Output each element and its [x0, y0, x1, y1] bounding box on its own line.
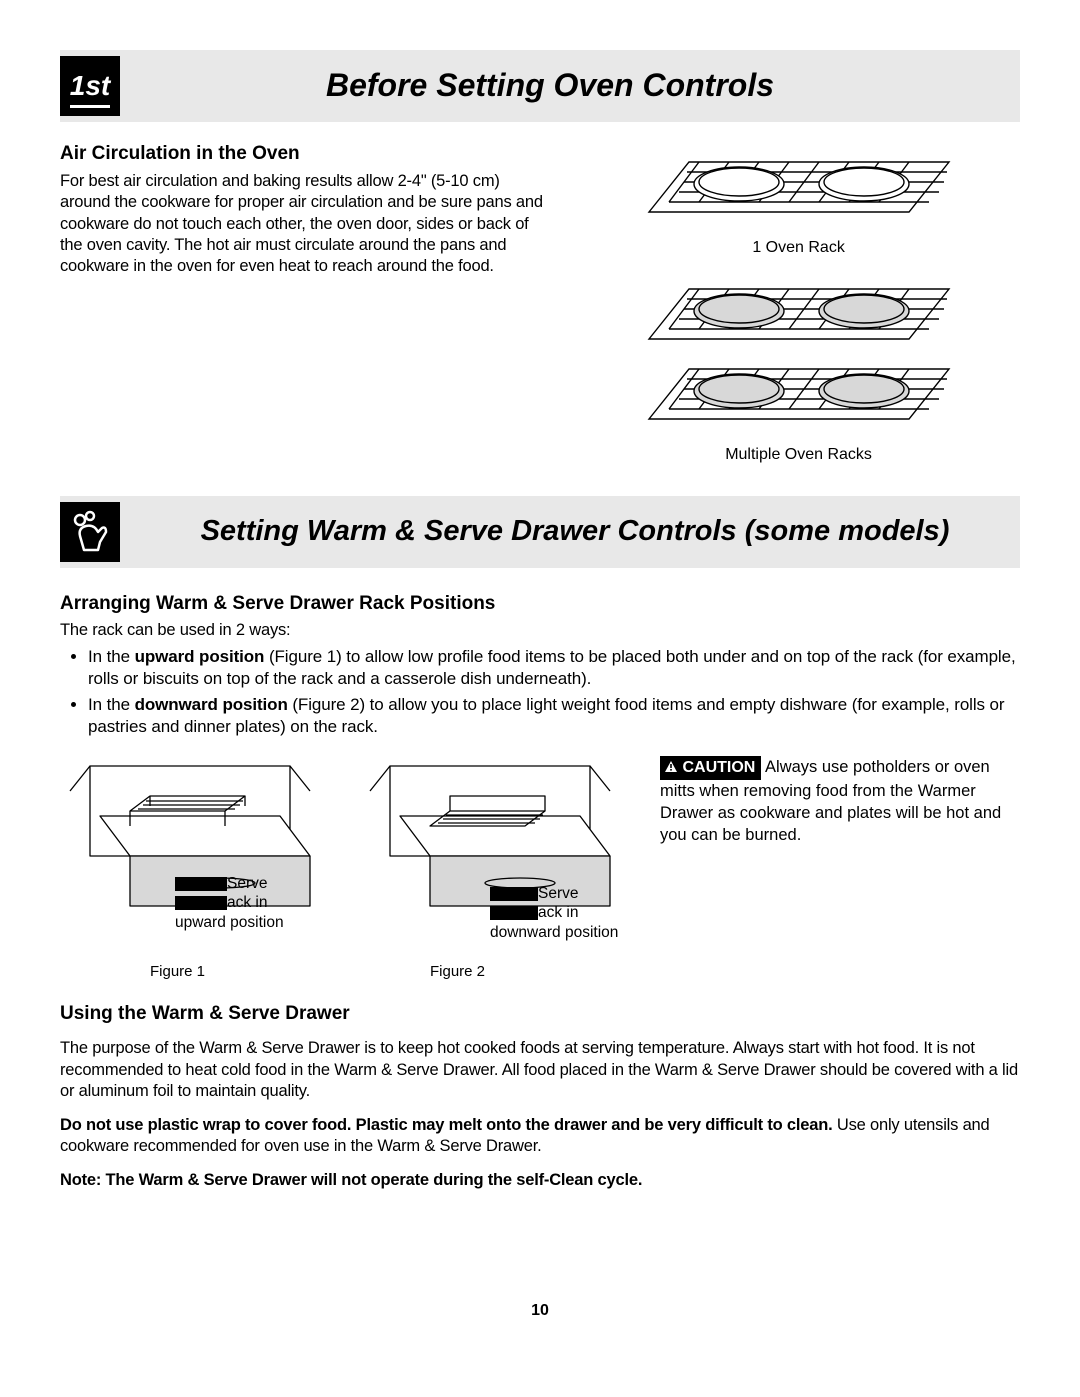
air-circ-heading: Air Circulation in the Oven — [60, 142, 547, 167]
bullet-upward: In the upward position (Figure 1) to all… — [88, 646, 1020, 690]
fig1-caption: Figure 1 — [60, 962, 340, 982]
caution-label: CAUTION — [682, 759, 755, 776]
drawer-figures-row: Serve ack in upward position Figure 1 — [60, 756, 1020, 982]
fig1-l2: ack in — [227, 894, 268, 911]
b1-bold: upward position — [135, 647, 265, 666]
air-circ-text-col: Air Circulation in the Oven For best air… — [60, 142, 547, 476]
multi-rack-caption: Multiple Oven Racks — [577, 445, 1020, 466]
fig2-blackout-2 — [490, 906, 538, 920]
using-section: Using the Warm & Serve Drawer The purpos… — [60, 1002, 1020, 1191]
multiple-oven-racks-figure — [639, 269, 959, 439]
air-circ-body: For best air circulation and baking resu… — [60, 171, 547, 278]
oven-mitt-icon — [60, 502, 120, 562]
using-p1: The purpose of the Warm & Serve Drawer i… — [60, 1038, 1020, 1102]
mitt-icon-svg — [66, 508, 114, 556]
drawer-figure-2: Serve ack in downward position Figure 2 — [360, 756, 640, 982]
first-icon: 1st — [60, 56, 120, 116]
air-circ-figure-col: 1 Oven Rack — [577, 142, 1020, 476]
arranging-heading: Arranging Warm & Serve Drawer Rack Posit… — [60, 592, 1020, 617]
arranging-section: Arranging Warm & Serve Drawer Rack Posit… — [60, 592, 1020, 739]
arranging-bullets: In the upward position (Figure 1) to all… — [60, 646, 1020, 738]
b2-bold: downward position — [135, 695, 288, 714]
caution-paragraph: CAUTION Always use potholders or oven mi… — [660, 756, 1020, 846]
using-note-bold: Note: The Warm & Serve Drawer will not o… — [60, 1171, 642, 1189]
banner2-title: Setting Warm & Serve Drawer Controls (so… — [140, 513, 1020, 551]
banner-before-setting: 1st Before Setting Oven Controls — [60, 50, 1020, 122]
banner1-title: Before Setting Oven Controls — [140, 65, 1020, 107]
caution-column: CAUTION Always use potholders or oven mi… — [660, 756, 1020, 982]
fig2-l2: ack in — [538, 904, 579, 921]
using-p2-bold: Do not use plastic wrap to cover food. P… — [60, 1116, 832, 1134]
fig2-l3: downward position — [490, 924, 618, 941]
fig1-l3: upward position — [175, 914, 284, 931]
using-heading: Using the Warm & Serve Drawer — [60, 1002, 1020, 1027]
banner-warm-serve: Setting Warm & Serve Drawer Controls (so… — [60, 496, 1020, 568]
fig2-caption: Figure 2 — [360, 962, 640, 982]
fig2-l1: Serve — [538, 885, 579, 902]
b1-pre: In the — [88, 647, 135, 666]
fig1-blackout-1 — [175, 877, 227, 891]
page-number: 10 — [60, 1301, 1020, 1322]
using-note: Note: The Warm & Serve Drawer will not o… — [60, 1170, 1020, 1191]
single-oven-rack-figure — [639, 142, 959, 232]
drawer-figure-1: Serve ack in upward position Figure 1 — [60, 756, 340, 982]
fig2-blackout-1 — [490, 887, 538, 901]
fig1-l1: Serve — [227, 875, 268, 892]
air-circulation-section: Air Circulation in the Oven For best air… — [60, 142, 1020, 476]
caution-badge: CAUTION — [660, 756, 761, 780]
first-icon-underline — [70, 105, 110, 108]
warning-triangle-icon — [664, 760, 678, 774]
first-icon-text: 1st — [70, 68, 110, 104]
bullet-downward: In the downward position (Figure 2) to a… — [88, 694, 1020, 738]
b2-pre: In the — [88, 695, 135, 714]
single-rack-caption: 1 Oven Rack — [577, 238, 1020, 259]
fig1-blackout-2 — [175, 896, 227, 910]
using-p2: Do not use plastic wrap to cover food. P… — [60, 1115, 1020, 1158]
arranging-intro: The rack can be used in 2 ways: — [60, 620, 1020, 641]
